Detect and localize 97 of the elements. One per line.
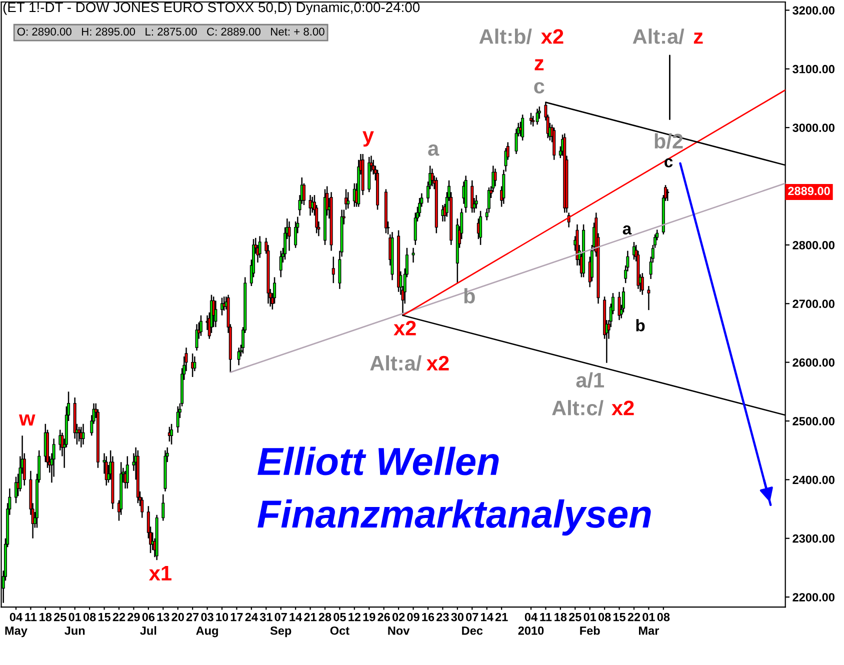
x-tick-label: 10 bbox=[216, 612, 228, 622]
y-tick-label: 3000.00 bbox=[792, 124, 834, 132]
candlestick bbox=[288, 220, 291, 252]
candlestick bbox=[126, 456, 129, 490]
x-tick-label: 11 bbox=[540, 613, 552, 622]
candlestick bbox=[521, 114, 524, 142]
candlestick bbox=[647, 285, 650, 311]
candlestick bbox=[237, 347, 240, 366]
annotation: y bbox=[362, 131, 374, 147]
x-tick-label: 20 bbox=[172, 612, 184, 622]
y-tick-label: 2800.00 bbox=[792, 240, 834, 250]
annotation: x2 bbox=[394, 320, 416, 336]
annotation: a bbox=[428, 144, 440, 156]
candlestick bbox=[536, 108, 539, 126]
x-tick-label: 24 bbox=[245, 612, 258, 622]
annotation: z bbox=[534, 59, 544, 70]
y-tick-label: 2500.00 bbox=[792, 417, 834, 426]
chart-title: (ET 1!-DT - DOW JONES EURO STOXX 50,D) Dynamic,0:00-24:00 bbox=[3, 2, 420, 15]
candlestick bbox=[412, 247, 415, 264]
annotation: Alt:b/ bbox=[479, 28, 532, 44]
candlestick bbox=[332, 256, 335, 284]
candlestick bbox=[418, 197, 422, 218]
x-tick-label: 16 bbox=[422, 612, 434, 622]
candlestick bbox=[195, 324, 198, 352]
annotation: Alt:a/ bbox=[632, 28, 684, 44]
y-tick-label: 2400.00 bbox=[792, 476, 834, 484]
annotation: a bbox=[622, 225, 632, 235]
x-tick-label: 25 bbox=[568, 612, 582, 622]
annotation: c bbox=[664, 158, 673, 168]
x-tick-label: 15 bbox=[98, 613, 111, 622]
annotation: Finanzmarktanalysen bbox=[258, 499, 651, 536]
x-tick-label: 01 Feb bbox=[580, 612, 600, 635]
annotation: x2 bbox=[541, 29, 564, 44]
candlestick bbox=[162, 494, 165, 522]
x-tick-label: 28 bbox=[318, 612, 332, 622]
x-tick-label: 08 bbox=[598, 612, 611, 622]
x-tick-label: 30 bbox=[451, 612, 464, 622]
x-tick-label: 12 bbox=[348, 612, 361, 622]
x-tick-label: 11 bbox=[25, 613, 37, 622]
x-tick-label: 26 bbox=[378, 612, 390, 622]
x-tick-label: 22 bbox=[628, 612, 640, 622]
x-tick-label: 06 Jul bbox=[140, 612, 156, 635]
candlestick bbox=[532, 115, 535, 128]
candlestick bbox=[176, 406, 180, 434]
annotation: w bbox=[18, 414, 36, 426]
x-tick-label: 18 bbox=[40, 612, 52, 622]
x-tick-label: 22 bbox=[112, 612, 126, 622]
annotation: x2 bbox=[426, 356, 449, 370]
x-tick-label: 14 bbox=[290, 613, 302, 622]
annotation: Alt:c/ bbox=[552, 400, 604, 416]
x-tick-label: 14 bbox=[481, 613, 494, 622]
candlestick bbox=[104, 456, 108, 486]
x-tick-label: 18 bbox=[554, 612, 567, 622]
candlestick bbox=[430, 168, 434, 187]
candlestick bbox=[170, 423, 174, 446]
annotation: b bbox=[464, 288, 475, 304]
x-tick-label: 19 bbox=[363, 612, 376, 622]
candlestick bbox=[258, 236, 262, 258]
candlestick bbox=[294, 220, 298, 248]
candlestick bbox=[470, 180, 474, 214]
x-tick-label: 23 bbox=[436, 612, 449, 622]
annotation: b bbox=[636, 319, 645, 332]
x-tick-label: 08 bbox=[83, 612, 96, 622]
x-tick-label: 29 bbox=[128, 612, 140, 622]
y-tick-label: 2200.00 bbox=[792, 593, 834, 602]
annotation: b/2 bbox=[654, 133, 683, 149]
annotation: z bbox=[694, 32, 703, 44]
x-tick-label: 21 bbox=[304, 612, 317, 622]
text: O: 2890.00 H: 2895.00 L: 2875.00 C: 2889.00 Net: + 8.00 bbox=[17, 28, 324, 36]
annotation: Alt:a/ bbox=[370, 355, 422, 371]
annotation: Elliott Wellen bbox=[258, 446, 499, 476]
x-tick-label: 13 bbox=[157, 612, 170, 622]
candlestick bbox=[479, 210, 482, 246]
candlestick bbox=[346, 192, 350, 210]
x-tick-label: 05 Oct bbox=[330, 612, 350, 635]
y-tick-label: 3200.00 bbox=[792, 6, 834, 15]
x-tick-label: 08 bbox=[657, 612, 670, 622]
candlestick bbox=[82, 423, 85, 446]
annotation: x2 bbox=[612, 400, 634, 416]
candlestick bbox=[214, 300, 218, 328]
candlestick bbox=[529, 112, 532, 126]
x-tick-label: 15 bbox=[613, 613, 626, 622]
x-tick-label: 17 bbox=[230, 613, 243, 622]
candlestick bbox=[199, 314, 202, 337]
y-tick-label: 3100.00 bbox=[792, 64, 834, 74]
y-tick-label: 2300.00 bbox=[792, 534, 834, 543]
x-tick-label: 25 bbox=[54, 612, 66, 622]
x-tick-label: 21 bbox=[495, 612, 508, 622]
text: 2889.00 bbox=[788, 186, 830, 196]
annotation: x1 bbox=[148, 566, 172, 580]
y-tick-label: 2600.00 bbox=[792, 358, 834, 367]
candlestick bbox=[666, 188, 670, 202]
annotation: a/1 bbox=[576, 372, 604, 388]
x-tick-label: 31 bbox=[260, 612, 272, 622]
candlestick bbox=[279, 250, 282, 278]
y-tick-label: 2700.00 bbox=[792, 300, 834, 308]
annotation: c bbox=[534, 82, 544, 94]
